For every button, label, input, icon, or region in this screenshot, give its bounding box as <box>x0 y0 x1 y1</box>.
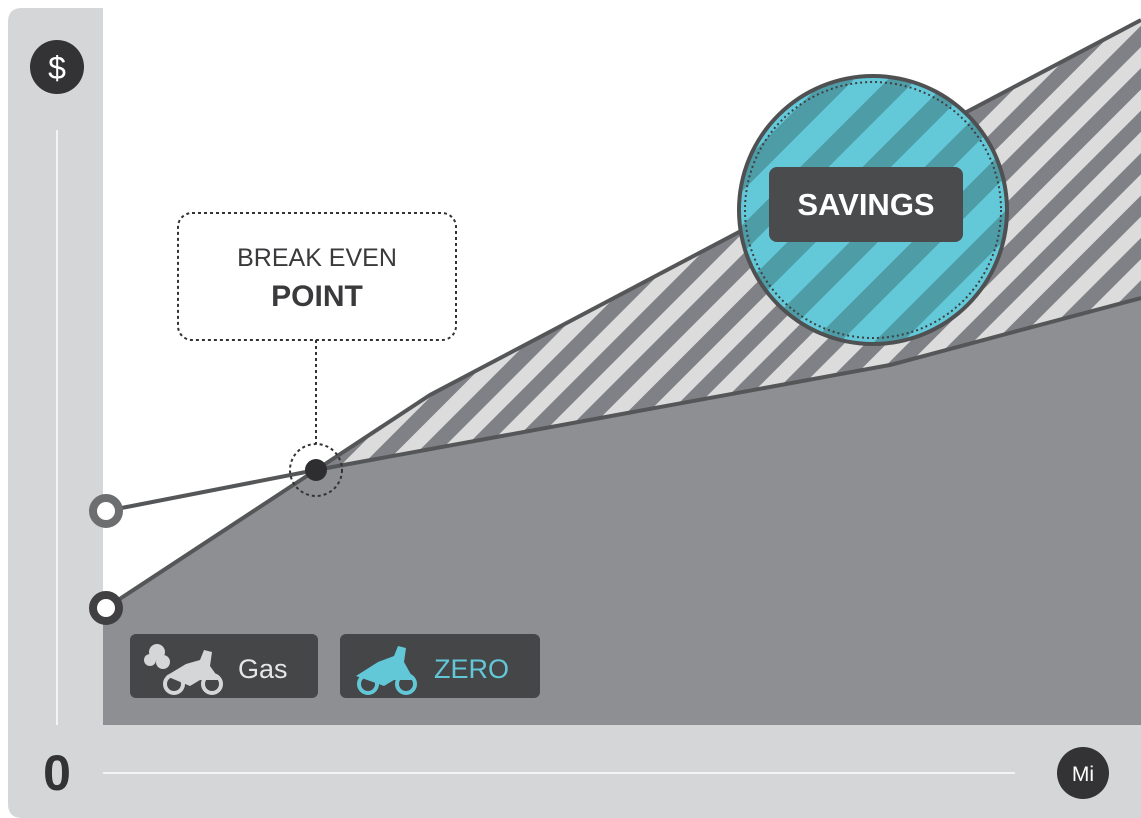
callout-box <box>177 212 457 341</box>
frame <box>8 8 1141 818</box>
zero-icon <box>356 646 417 695</box>
y-icon-label: $ <box>48 50 66 86</box>
x-icon-circle <box>1057 747 1109 799</box>
cost-area <box>103 298 1141 725</box>
lens-dots <box>744 81 1002 339</box>
callout-line2: POINT <box>271 280 363 313</box>
x-icon-label: Mi <box>1072 763 1094 786</box>
gas-line <box>105 296 1141 513</box>
y-icon-circle <box>30 40 84 94</box>
legend-gas-label: Gas <box>238 654 288 684</box>
origin-label: 0 <box>43 745 71 801</box>
callout-line1: BREAK EVEN <box>237 244 397 272</box>
legend-zero-label: ZERO <box>434 654 509 684</box>
savings-label: SAVINGS <box>797 187 934 222</box>
break-even-ring <box>289 443 343 497</box>
legend-gas <box>130 634 318 698</box>
gas-marker <box>89 494 123 528</box>
savings-box <box>769 167 963 242</box>
break-even-dot <box>305 459 327 481</box>
gas-icon <box>144 644 223 695</box>
zero-marker <box>89 591 123 625</box>
